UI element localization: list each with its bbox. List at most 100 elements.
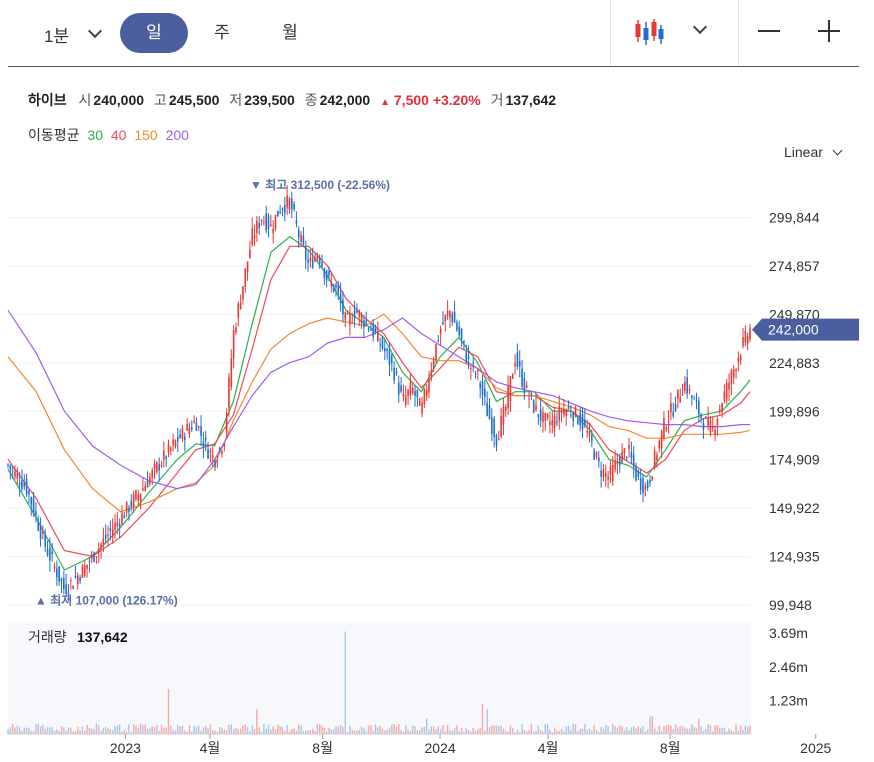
volume-bar — [405, 725, 407, 734]
candle-body — [14, 471, 16, 477]
candle-body — [37, 520, 40, 531]
candle-body — [416, 389, 419, 398]
volume-bar — [37, 723, 39, 734]
volume-bar — [18, 727, 21, 734]
volume-bar — [579, 728, 581, 734]
volume-bar — [581, 728, 584, 734]
volume-label: 거 — [490, 92, 504, 108]
scale-chevron-icon[interactable] — [832, 145, 843, 156]
candle-body — [88, 561, 91, 563]
volume-bar — [665, 725, 667, 734]
candle-body — [283, 205, 286, 214]
volume-bar — [184, 730, 186, 734]
volume-bar — [584, 723, 586, 734]
volume-bar — [14, 727, 16, 734]
volume-value: 137,642 — [505, 92, 557, 108]
volume-bar — [279, 726, 281, 734]
candle-body — [495, 435, 498, 446]
candle-body — [521, 368, 523, 387]
volume-bar — [365, 731, 367, 734]
candle-body — [200, 426, 202, 436]
candle-body — [11, 469, 14, 471]
volume-bar — [423, 726, 426, 734]
candle-body — [593, 450, 595, 460]
volume-bar — [88, 727, 91, 734]
candle-body — [665, 427, 668, 431]
volume-bar — [588, 728, 591, 734]
volume-bar — [481, 703, 484, 734]
candle-body — [214, 460, 216, 468]
volume-bar — [421, 727, 423, 734]
candle-body — [677, 389, 679, 399]
plus-icon[interactable] — [816, 18, 842, 44]
volume-bar — [49, 727, 51, 734]
y-tick-label: 124,935 — [769, 549, 820, 565]
moving-average-legend[interactable]: 이동평균 30 40 150 200 — [28, 125, 193, 145]
volume-bar — [428, 729, 430, 734]
volume-bar — [628, 730, 630, 734]
candle-body — [109, 528, 112, 531]
volume-bar — [621, 726, 623, 734]
low-label: 저 — [229, 92, 243, 108]
volume-bar — [98, 725, 100, 734]
tab-day[interactable]: 일 — [120, 13, 188, 53]
change-arrow-icon: ▲ — [380, 97, 390, 108]
candle-body — [235, 327, 237, 333]
candle-body — [723, 391, 726, 401]
candle-body — [265, 213, 267, 231]
volume-bar — [528, 730, 530, 734]
candle-body — [304, 246, 307, 260]
candle-body — [316, 255, 319, 260]
volume-bar — [384, 730, 386, 734]
candle-body — [607, 476, 609, 480]
ma-40: 40 — [110, 127, 127, 143]
volume-bar — [567, 726, 570, 734]
candlestick-icon[interactable] — [634, 17, 664, 47]
volume-bar — [532, 731, 535, 734]
volume-bar — [563, 731, 565, 734]
candle-body — [660, 430, 663, 449]
volume-bar — [446, 724, 449, 734]
volume-bar — [467, 729, 470, 734]
last-price-label: 242,000 — [768, 322, 819, 338]
volume-bar — [470, 731, 472, 734]
volume-y-tick-label: 3.69m — [769, 625, 808, 641]
candle-body — [225, 413, 228, 433]
scale-mode-select[interactable]: Linear — [784, 144, 823, 160]
volume-bar — [191, 731, 193, 734]
volume-bar — [626, 727, 628, 734]
volume-bar — [705, 729, 707, 734]
volume-bar — [198, 725, 200, 734]
interval-select[interactable]: 1분 — [44, 27, 70, 46]
volume-bar — [656, 731, 658, 734]
tab-week[interactable]: 주 — [214, 23, 230, 42]
volume-bar — [281, 727, 284, 734]
candle-body — [83, 565, 86, 577]
candle-body — [681, 394, 684, 396]
volume-bar — [81, 726, 84, 734]
volume-bar — [107, 728, 109, 734]
volume-bar — [444, 731, 446, 734]
volume-bar — [132, 724, 135, 734]
tab-month[interactable]: 월 — [282, 23, 298, 42]
chevron-down-icon[interactable] — [87, 23, 103, 39]
volume-bar — [744, 725, 747, 734]
volume-bar — [125, 731, 128, 734]
candle-body — [418, 398, 421, 406]
chart-type-chevron-icon[interactable] — [692, 19, 708, 35]
candle-body — [251, 228, 254, 245]
volume-bar — [28, 727, 30, 734]
chart-toolbar: 1분 일 주 월 — [0, 0, 874, 66]
volume-bar — [277, 724, 279, 734]
candle-body — [153, 463, 156, 469]
candle-body — [123, 515, 126, 519]
y-tick-label: 199,896 — [769, 403, 820, 419]
candle-body — [484, 389, 486, 397]
minus-icon[interactable] — [756, 18, 782, 44]
volume-bar — [398, 724, 400, 734]
volume-bar — [137, 727, 139, 734]
volume-bar — [507, 731, 509, 734]
volume-bar — [560, 729, 563, 734]
candle-body — [121, 513, 123, 524]
candle-body — [393, 367, 395, 381]
